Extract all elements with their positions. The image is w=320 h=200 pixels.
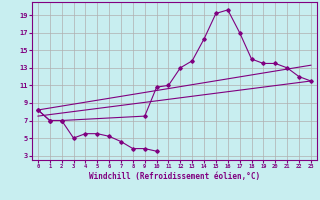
X-axis label: Windchill (Refroidissement éolien,°C): Windchill (Refroidissement éolien,°C) bbox=[89, 172, 260, 181]
